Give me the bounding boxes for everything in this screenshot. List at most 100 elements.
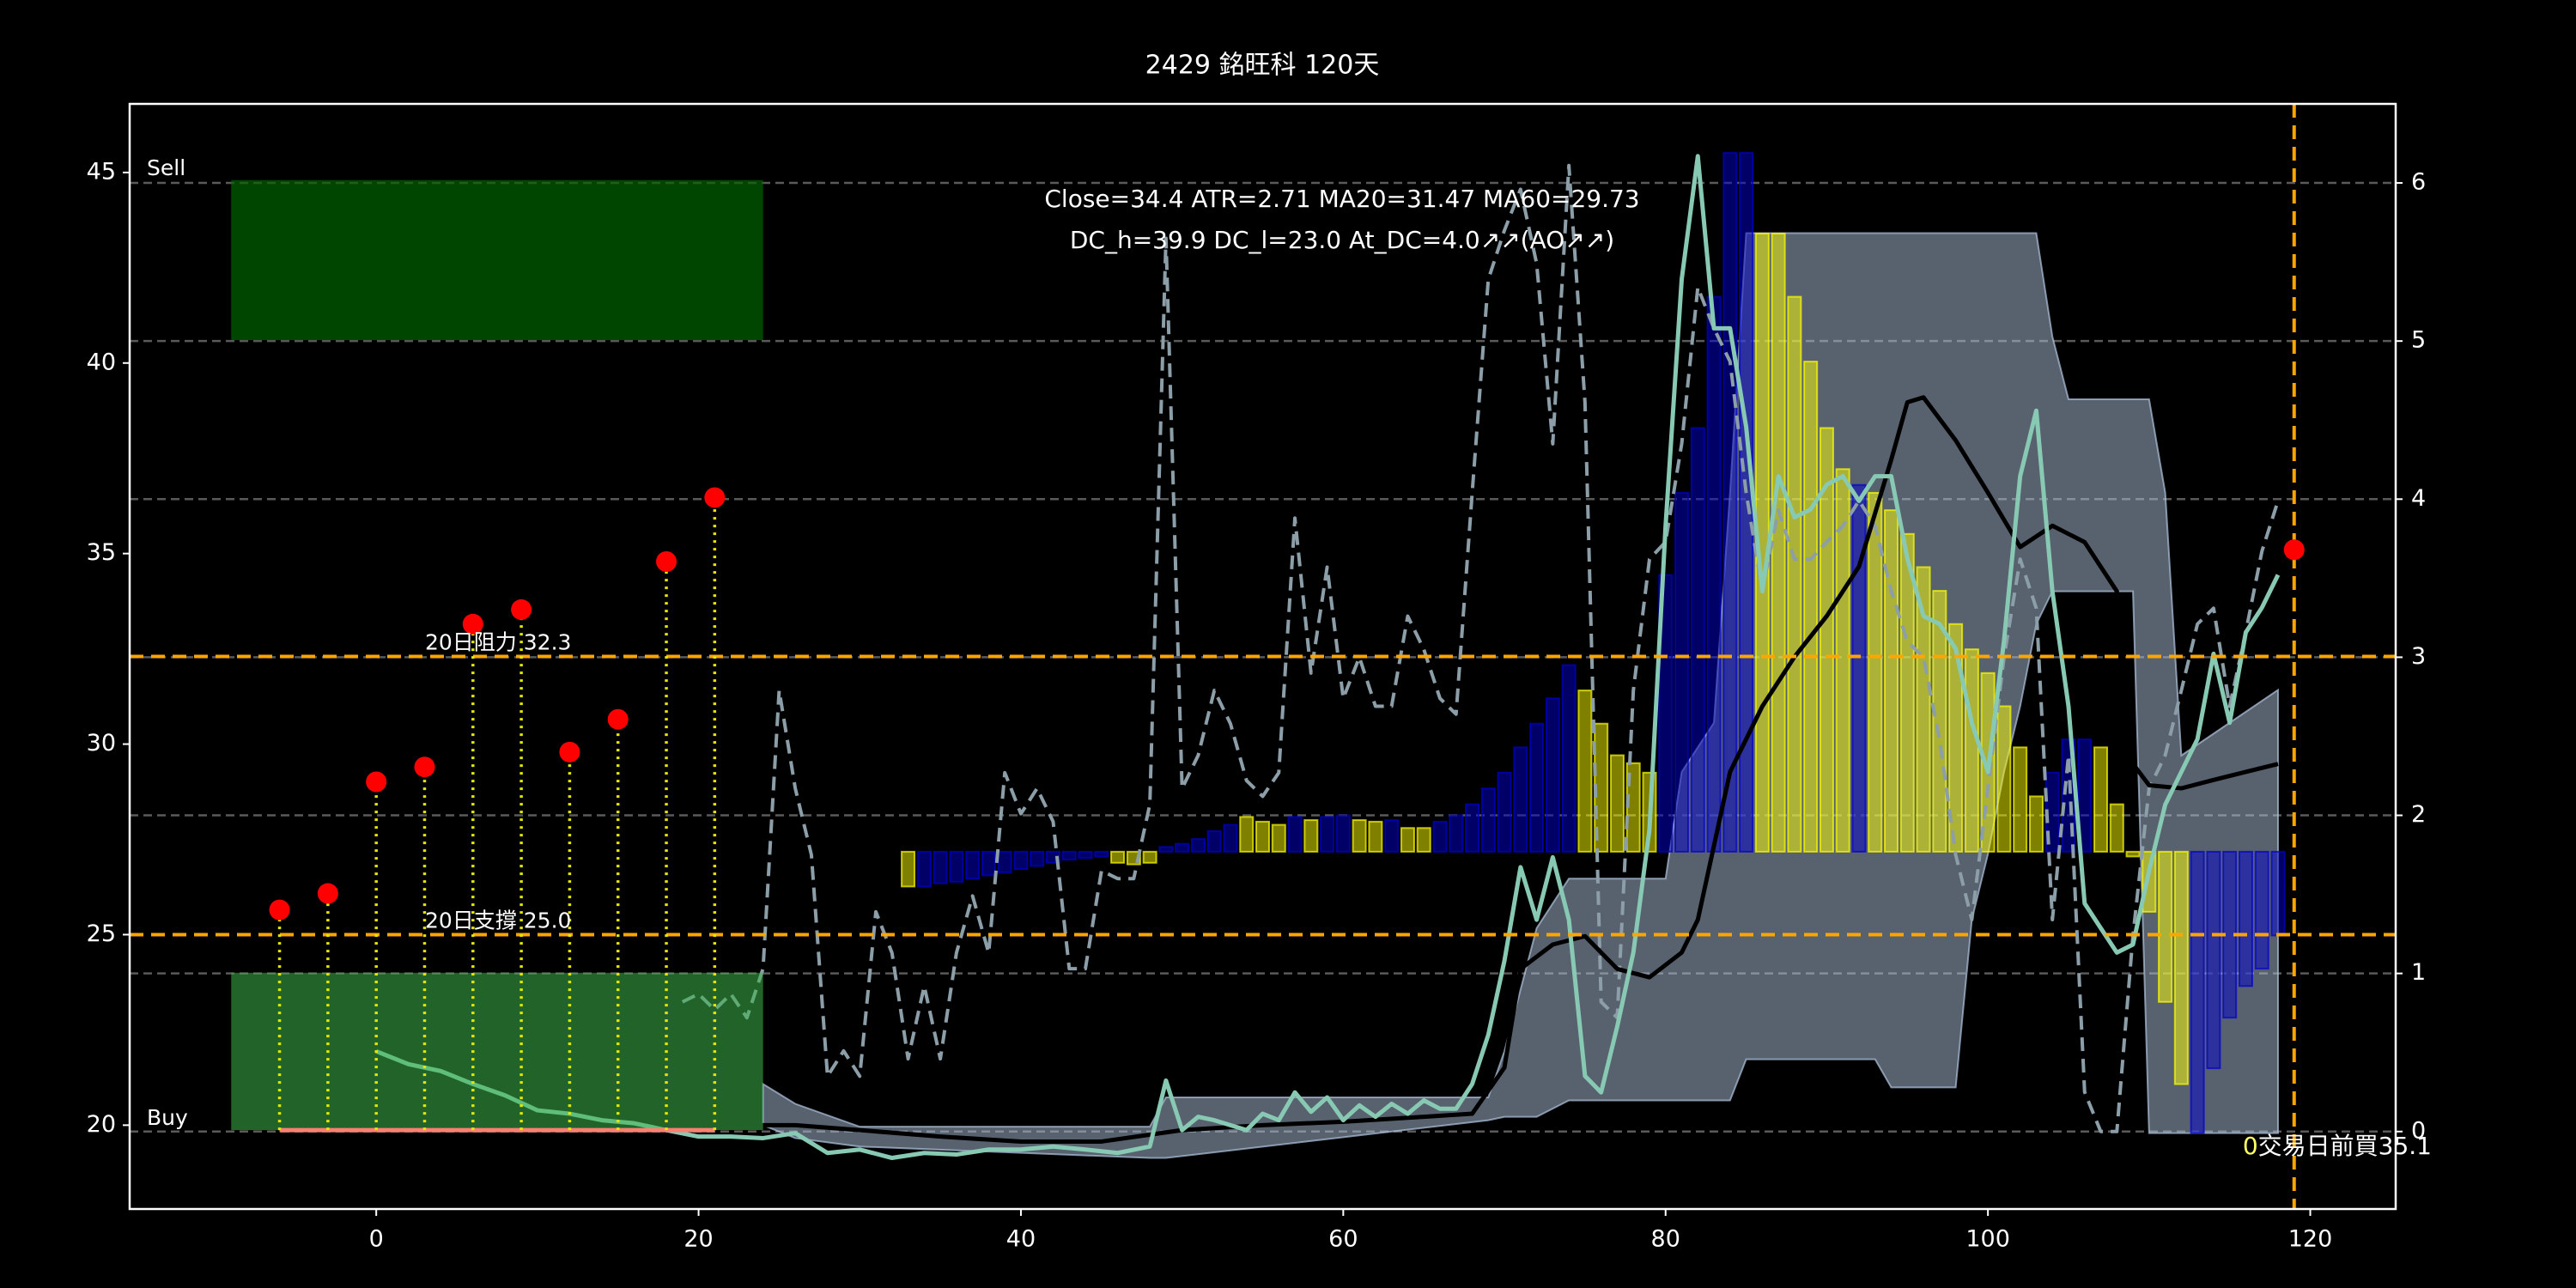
x-tick-label: 80 bbox=[1651, 1226, 1680, 1253]
oscillator-bar bbox=[2206, 850, 2221, 1070]
zone bbox=[231, 179, 763, 341]
oscillator-bar bbox=[2093, 746, 2109, 853]
oscillator-bar bbox=[2013, 746, 2028, 853]
x-tick-label: 40 bbox=[1006, 1226, 1036, 1253]
oscillator-bar bbox=[1303, 819, 1319, 853]
y2-tick-label: 2 bbox=[2411, 801, 2426, 828]
oscillator-bar bbox=[1835, 468, 1850, 853]
oscillator-bar bbox=[1384, 819, 1400, 853]
series-line bbox=[682, 395, 2279, 1144]
y2-tick-label: 6 bbox=[2411, 169, 2426, 196]
oscillator-bar bbox=[1206, 829, 1222, 853]
y-tick-label: 40 bbox=[87, 349, 116, 375]
oscillator-bar bbox=[1609, 754, 1625, 853]
buy-note-text: 交易日前買35.1 bbox=[2258, 1132, 2432, 1160]
oscillator-bar bbox=[1899, 532, 1915, 853]
oscillator-bar bbox=[1239, 816, 1255, 853]
level-label: 20日支撐 25.0 bbox=[425, 908, 571, 933]
signal-dot bbox=[269, 899, 290, 920]
oscillator-bar bbox=[981, 850, 996, 877]
y-tick-label: 35 bbox=[87, 539, 116, 566]
x-tick-label: 20 bbox=[683, 1226, 713, 1253]
series-line bbox=[375, 154, 2281, 1161]
oscillator-bar bbox=[2190, 850, 2205, 1134]
oscillator-bar bbox=[1352, 819, 1367, 853]
oscillator-bar bbox=[1110, 850, 1126, 864]
y-tick-label: 20 bbox=[87, 1111, 116, 1138]
oscillator-bar bbox=[1545, 697, 1560, 853]
plot-area bbox=[130, 104, 2396, 1209]
oscillator-bar bbox=[1416, 827, 1431, 853]
buy-note-days: 0 bbox=[2243, 1132, 2258, 1160]
y-tick-label: 30 bbox=[87, 730, 116, 756]
chart-title: 2429 銘旺科 120天 bbox=[1145, 51, 1380, 81]
oscillator-bar bbox=[1142, 850, 1157, 864]
oscillator-bar bbox=[1964, 648, 1979, 853]
oscillator-bar bbox=[1529, 722, 1545, 853]
oscillator-bar bbox=[901, 850, 916, 888]
oscillator-bar bbox=[2028, 795, 2044, 853]
y2-tick-label: 1 bbox=[2411, 959, 2426, 986]
oscillator-bar bbox=[997, 850, 1012, 873]
x-tick-label: 100 bbox=[1965, 1226, 2010, 1253]
oscillator-bar bbox=[2270, 850, 2286, 937]
oscillator-bar bbox=[2173, 850, 2189, 1085]
oscillator-bar bbox=[1513, 746, 1528, 853]
oscillator-bar bbox=[1320, 816, 1335, 853]
oscillator-bar bbox=[1706, 295, 1722, 853]
oscillator-bar bbox=[1175, 842, 1190, 853]
y2-tick-label: 3 bbox=[2411, 643, 2426, 670]
signal-dot bbox=[511, 598, 532, 620]
oscillator-bar bbox=[1851, 483, 1867, 853]
oscillator-bar bbox=[1158, 846, 1174, 853]
oscillator-bar bbox=[1078, 850, 1093, 860]
signal-dot bbox=[607, 708, 629, 730]
annotation: Close=34.4 ATR=2.71 MA20=31.47 MA60=29.7… bbox=[1044, 185, 1639, 213]
annotation: DC_h=39.9 DC_l=23.0 At_DC=4.0↗↗(AO↗↗) bbox=[1070, 226, 1614, 254]
signal-dot bbox=[317, 883, 338, 904]
oscillator-bar bbox=[1335, 814, 1351, 853]
oscillator-bar bbox=[2142, 850, 2157, 913]
oscillator-bar bbox=[2254, 850, 2269, 970]
oscillator-bar bbox=[1868, 491, 1883, 853]
oscillator-bar bbox=[1400, 827, 1415, 853]
oscillator-bar bbox=[1561, 664, 1577, 853]
zone-label: Sell bbox=[147, 155, 185, 180]
oscillator-bar bbox=[1480, 787, 1496, 853]
buy-point bbox=[2283, 539, 2305, 561]
oscillator-bar bbox=[1013, 850, 1029, 871]
signal-dot bbox=[462, 613, 483, 635]
signal-dot bbox=[704, 487, 726, 508]
oscillator-bar bbox=[1674, 491, 1690, 853]
signal-dot bbox=[414, 756, 435, 778]
oscillator-bar bbox=[2109, 803, 2124, 853]
zone bbox=[231, 972, 763, 1131]
oscillator-bar bbox=[1255, 820, 1271, 853]
oscillator-bar bbox=[1271, 823, 1286, 853]
oscillator-bar bbox=[1190, 838, 1206, 853]
oscillator-bar bbox=[1432, 820, 1448, 853]
oscillator-bar bbox=[1449, 814, 1464, 853]
oscillator-bar bbox=[2158, 850, 2173, 1003]
oscillator-bar bbox=[1819, 427, 1834, 853]
oscillator-bar bbox=[1803, 361, 1819, 853]
y2-tick-label: 5 bbox=[2411, 327, 2426, 354]
signal-dot bbox=[656, 550, 677, 572]
x-tick-label: 60 bbox=[1328, 1226, 1358, 1253]
oscillator-bar bbox=[1464, 803, 1480, 853]
oscillator-bar bbox=[1030, 850, 1045, 867]
oscillator-bar bbox=[916, 850, 932, 888]
oscillator-bar bbox=[1690, 427, 1705, 853]
oscillator-bar bbox=[1884, 509, 1899, 853]
oscillator-bar bbox=[1787, 295, 1802, 853]
y2-tick-label: 4 bbox=[2411, 485, 2426, 512]
oscillator-bar bbox=[2238, 850, 2253, 987]
oscillator-bar bbox=[1061, 850, 1077, 861]
oscillator-bar bbox=[965, 850, 981, 880]
channel-band bbox=[762, 232, 2279, 1159]
oscillator-bar bbox=[1287, 816, 1303, 853]
y2-tick-label: 0 bbox=[2411, 1117, 2426, 1144]
level-label: 20日阻力 32.3 bbox=[425, 630, 571, 655]
oscillator-bar bbox=[1094, 850, 1109, 858]
